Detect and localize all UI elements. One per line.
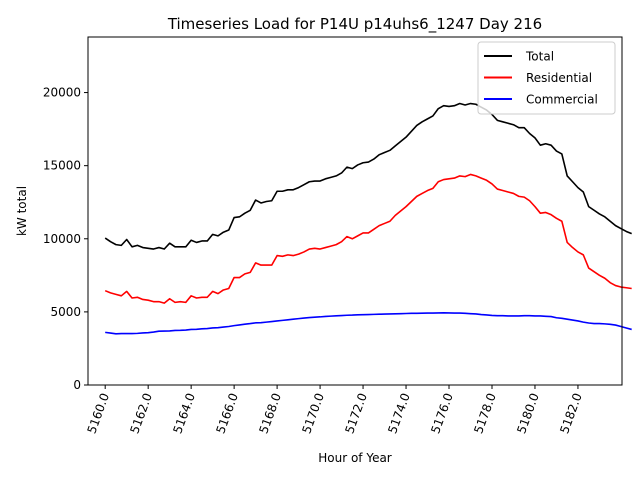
chart-title: Timeseries Load for P14U p14uhs6_1247 Da… — [167, 15, 542, 34]
x-axis-label: Hour of Year — [318, 451, 392, 465]
y-tick-label: 5000 — [50, 305, 81, 319]
series-line-commercial — [105, 311, 632, 335]
y-tick-label: 20000 — [43, 86, 81, 100]
y-tick-label: 15000 — [43, 159, 81, 173]
plot-frame — [87, 36, 623, 386]
series-layer — [104, 102, 632, 335]
y-axis-label: kW total — [15, 186, 29, 236]
y-tick-label: 10000 — [43, 232, 81, 246]
legend-label-commercial: Commercial — [526, 93, 598, 107]
legend-label-residential: Residential — [526, 71, 592, 85]
legend-label-total: Total — [525, 50, 554, 64]
legend-box — [477, 41, 616, 115]
series-line-total — [104, 102, 632, 250]
y-tick-label: 0 — [73, 378, 81, 392]
series-line-residential — [104, 173, 632, 304]
legend: Total Residential Commercial — [477, 41, 616, 115]
